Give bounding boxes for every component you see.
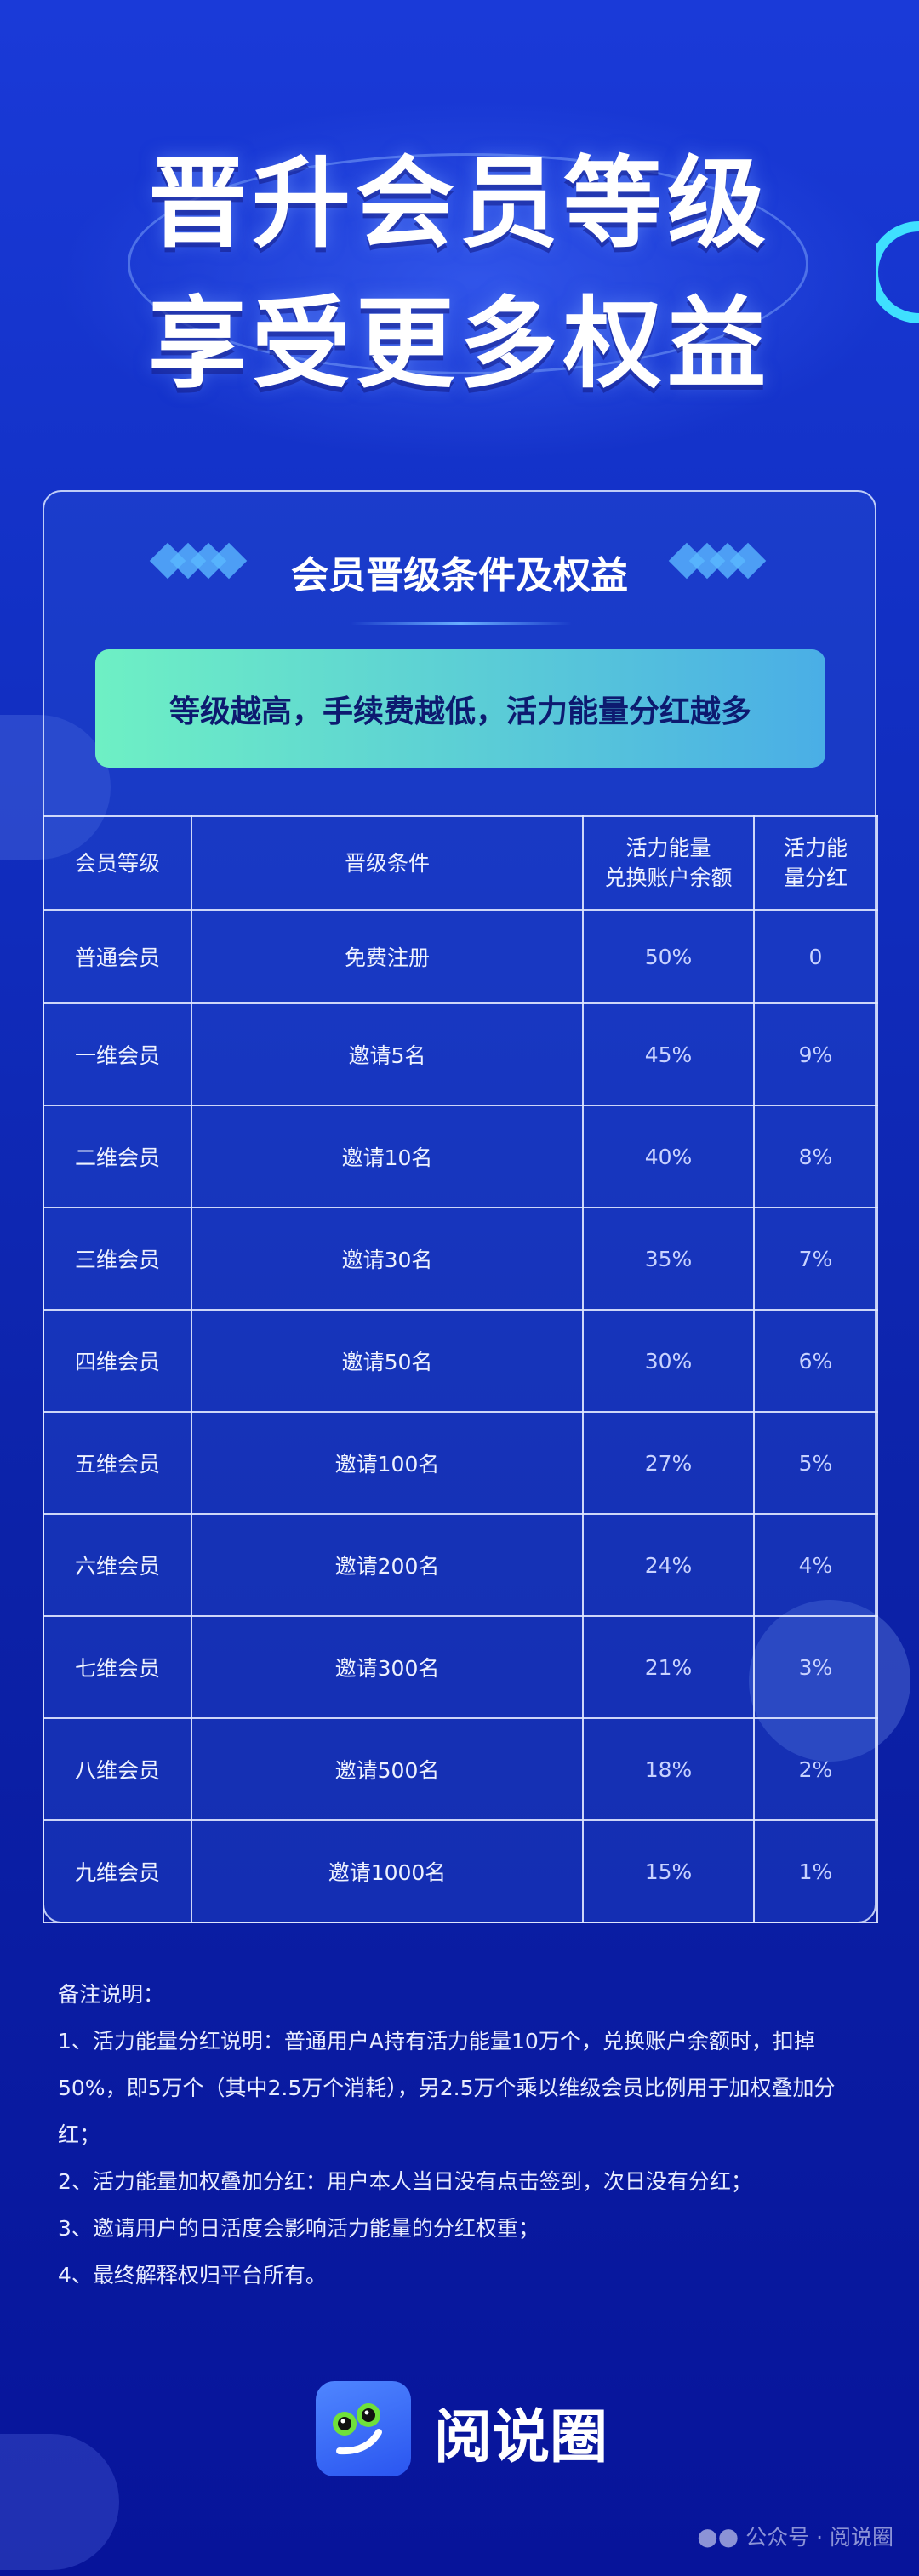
frog-face-app-icon [316, 2381, 411, 2476]
cell-condition: 邀请300名 [191, 1615, 584, 1719]
table-row: 一维会员 邀请5名 45% 9% [43, 1002, 878, 1106]
brand-name: 阅说圈 [434, 2404, 608, 2471]
note-item: 1、活力能量分红说明：普通用户A持有活力能量10万个，兑换账户余额时，扣掉50%… [58, 2029, 836, 2147]
table-row: 八维会员 邀请500名 18% 2% [43, 1717, 878, 1821]
table-row: 三维会员 邀请30名 35% 7% [43, 1207, 878, 1311]
hero-title-line1: 晋升会员等级 [148, 146, 771, 261]
note-item: 3、邀请用户的日活度会影响活力能量的分红权重； [58, 2216, 539, 2241]
cell-exchange: 45% [582, 1002, 755, 1106]
header-level: 会员等级 [43, 815, 192, 911]
membership-table: 会员等级 晋级条件 活力能量 兑换账户余额 活力能 量分红 普通会员 免费注册 50… [43, 815, 878, 1923]
cell-dividend: 2% [753, 1717, 878, 1821]
cell-dividend: 3% [753, 1615, 878, 1719]
cell-exchange: 35% [582, 1207, 755, 1311]
cell-exchange: 24% [582, 1513, 755, 1617]
cell-exchange: 30% [582, 1309, 755, 1413]
cell-level: 二维会员 [43, 1105, 192, 1208]
cell-exchange: 50% [582, 909, 755, 1004]
cell-exchange: 15% [582, 1819, 755, 1923]
cell-level: 六维会员 [43, 1513, 192, 1617]
decor-bubble [0, 2434, 119, 2570]
note-item: 4、最终解释权归平台所有。 [58, 2263, 327, 2288]
cell-condition: 邀请1000名 [191, 1819, 584, 1923]
section-title: 会员晋级条件及权益 [291, 554, 628, 597]
cell-exchange: 18% [582, 1717, 755, 1821]
cell-level: 一维会员 [43, 1002, 192, 1106]
cell-condition: 邀请5名 [191, 1002, 584, 1106]
cell-condition: 免费注册 [191, 909, 584, 1004]
cell-dividend: 0 [753, 909, 878, 1004]
cell-condition: 邀请30名 [191, 1207, 584, 1311]
table-row: 九维会员 邀请1000名 15% 1% [43, 1819, 878, 1923]
cell-level: 八维会员 [43, 1717, 192, 1821]
header-condition: 晋级条件 [191, 815, 584, 911]
cell-dividend: 1% [753, 1819, 878, 1923]
header-exchange: 活力能量 兑换账户余额 [582, 815, 755, 911]
notes: 备注说明： 1、活力能量分红说明：普通用户A持有活力能量10万个，兑换账户余额时… [58, 1971, 875, 2299]
table-header-row: 会员等级 晋级条件 活力能量 兑换账户余额 活力能 量分红 [43, 815, 878, 911]
table-row: 六维会员 邀请200名 24% 4% [43, 1513, 878, 1617]
table-row: 七维会员 邀请300名 21% 3% [43, 1615, 878, 1719]
cell-level: 九维会员 [43, 1819, 192, 1923]
slogan-banner: 等级越高，手续费越低，活力能量分红越多 [95, 649, 825, 768]
cell-dividend: 4% [753, 1513, 878, 1617]
watermark: ●● 公众号 · 阅说圈 [697, 2521, 893, 2551]
diamond-decor-right [668, 542, 767, 580]
table-row: 五维会员 邀请100名 27% 5% [43, 1411, 878, 1515]
hero-title-line2: 享受更多权益 [148, 287, 771, 402]
cell-exchange: 27% [582, 1411, 755, 1515]
watermark-text: 公众号 · 阅说圈 [745, 2525, 893, 2550]
header-dividend: 活力能 量分红 [753, 815, 878, 911]
cell-exchange: 21% [582, 1615, 755, 1719]
table-row: 普通会员 免费注册 50% 0 [43, 909, 878, 1004]
membership-card: 会员晋级条件及权益 等级越高，手续费越低，活力能量分红越多 会员等级 晋级条件 … [43, 490, 878, 1923]
cell-level: 四维会员 [43, 1309, 192, 1413]
cell-level: 七维会员 [43, 1615, 192, 1719]
wechat-icon: ●● [697, 2522, 739, 2550]
cell-dividend: 8% [753, 1105, 878, 1208]
cell-exchange: 40% [582, 1105, 755, 1208]
cell-level: 三维会员 [43, 1207, 192, 1311]
table-row: 四维会员 邀请50名 30% 6% [43, 1309, 878, 1413]
cell-dividend: 6% [753, 1309, 878, 1413]
cell-level: 五维会员 [43, 1411, 192, 1515]
cell-dividend: 9% [753, 1002, 878, 1106]
cell-condition: 邀请10名 [191, 1105, 584, 1208]
cell-condition: 邀请50名 [191, 1309, 584, 1413]
cell-dividend: 7% [753, 1207, 878, 1311]
notes-title: 备注说明： [58, 1982, 165, 2007]
cell-dividend: 5% [753, 1411, 878, 1515]
cell-condition: 邀请500名 [191, 1717, 584, 1821]
note-item: 2、活力能量加权叠加分红：用户本人当日没有点击签到，次日没有分红； [58, 2169, 752, 2194]
cell-level: 普通会员 [43, 909, 192, 1004]
table-row: 二维会员 邀请10名 40% 8% [43, 1105, 878, 1208]
cell-condition: 邀请200名 [191, 1513, 584, 1617]
cell-condition: 邀请100名 [191, 1411, 584, 1515]
divider [351, 622, 572, 625]
